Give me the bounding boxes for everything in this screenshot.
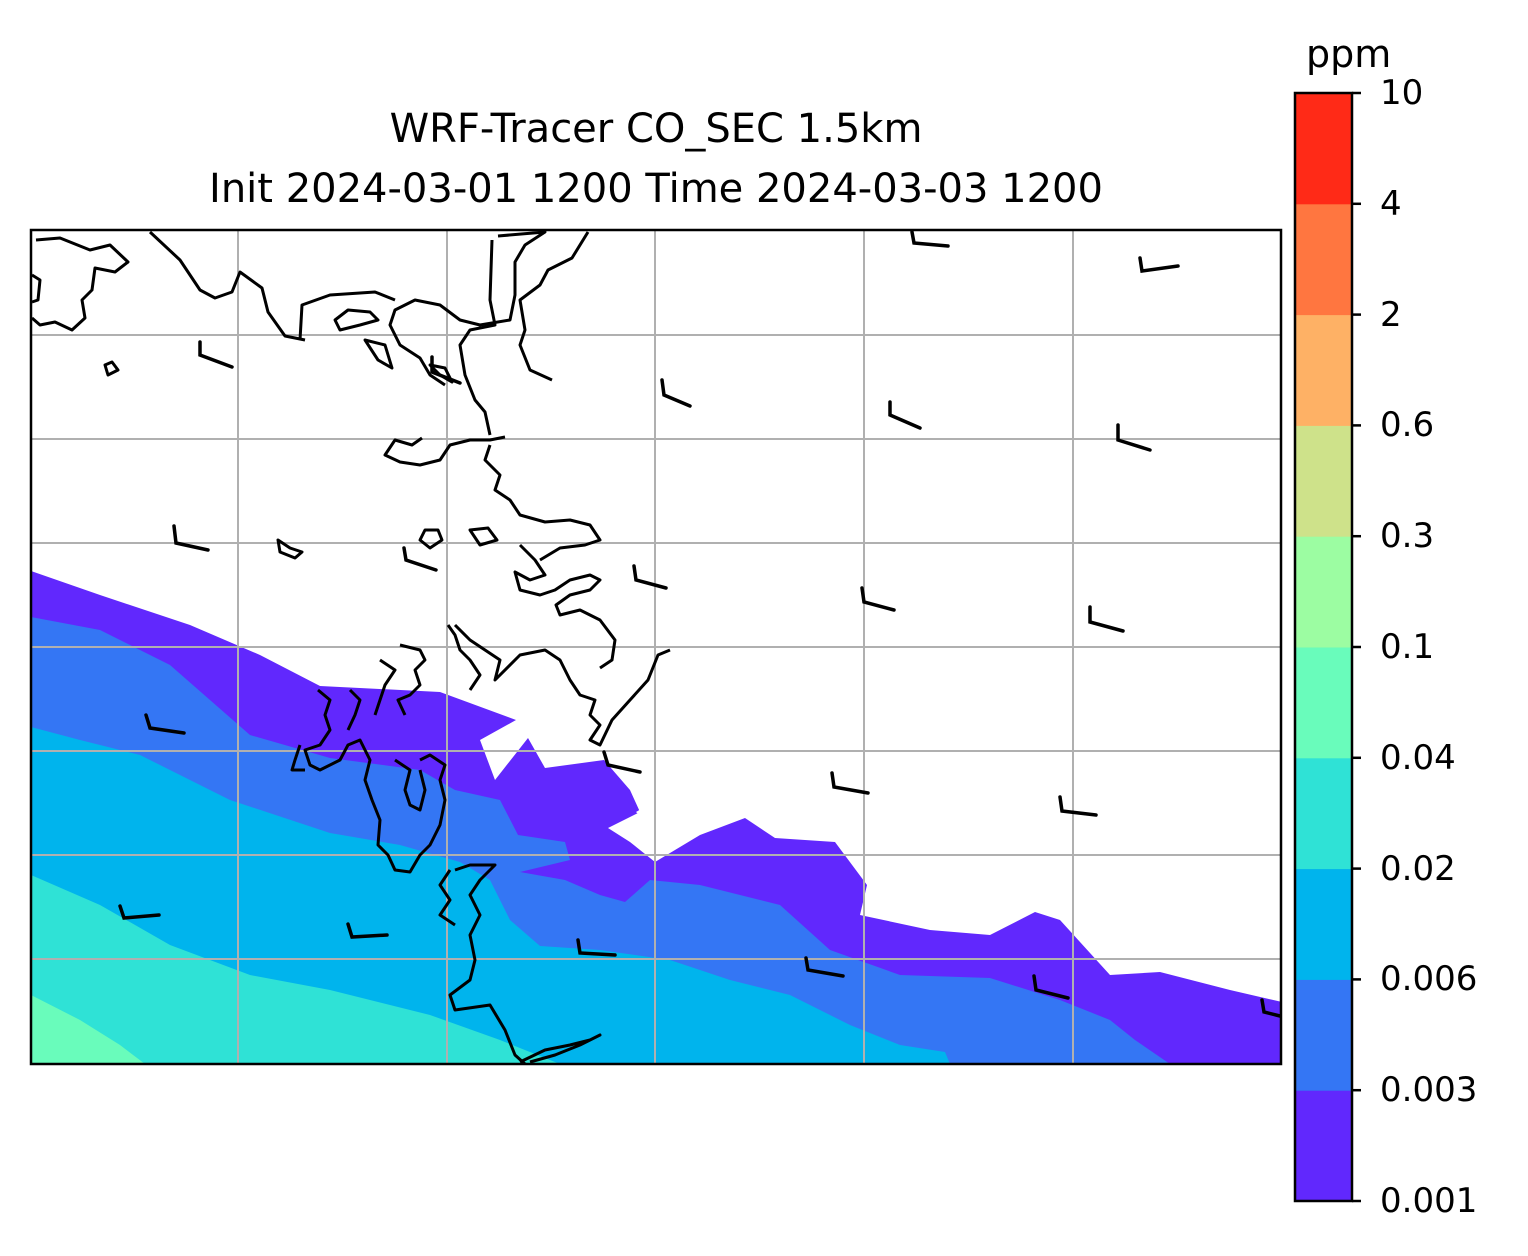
wind-barbs bbox=[118, 230, 1282, 1018]
chart-title: WRF-Tracer CO_SEC 1.5km bbox=[389, 106, 923, 152]
wind-barb bbox=[144, 713, 186, 735]
wind-barb bbox=[576, 938, 617, 957]
colorbar-tick-label: 4 bbox=[1380, 183, 1402, 224]
wind-barb bbox=[172, 524, 210, 552]
wind-barb bbox=[602, 750, 642, 774]
wind-barb bbox=[660, 378, 692, 408]
coastlines bbox=[31, 230, 671, 1064]
colorbar-segment bbox=[1295, 1090, 1352, 1202]
wind-barb bbox=[888, 400, 922, 430]
colorbar-tick-label: 0.3 bbox=[1380, 516, 1435, 557]
band-0.02-0.04 bbox=[31, 875, 560, 1064]
map-frame bbox=[29, 228, 1283, 1066]
colorbar-tick-label: 0.02 bbox=[1380, 848, 1456, 889]
wind-barb bbox=[402, 546, 438, 572]
wind-barb bbox=[1116, 423, 1152, 452]
colorbar-segment bbox=[1295, 203, 1352, 316]
colorbar-tick-label: 0.6 bbox=[1380, 405, 1435, 446]
colorbar-tick-label: 2 bbox=[1380, 294, 1402, 335]
wind-barb bbox=[804, 956, 845, 978]
colorbar-segment bbox=[1295, 93, 1352, 205]
colorbar bbox=[1295, 91, 1361, 1203]
wind-barb bbox=[346, 922, 389, 939]
colorbar-segment bbox=[1295, 979, 1352, 1091]
colorbar-tick-label: 0.003 bbox=[1380, 1070, 1478, 1111]
wind-barb bbox=[1058, 795, 1098, 817]
wind-barb bbox=[198, 340, 234, 369]
colorbar-segment bbox=[1295, 425, 1352, 537]
coastline-east-peninsula bbox=[303, 688, 447, 874]
wind-barb bbox=[118, 904, 161, 920]
concentration-fill bbox=[31, 571, 1281, 1064]
wind-barb bbox=[910, 230, 950, 248]
colorbar-frame bbox=[1293, 91, 1354, 1203]
colorbar-segment bbox=[1295, 536, 1352, 648]
colorbar-tick-label: 0.04 bbox=[1380, 737, 1456, 778]
wind-barb bbox=[830, 771, 870, 795]
colorbar-unit-label: ppm bbox=[1306, 32, 1392, 76]
wind-barb bbox=[430, 355, 462, 385]
chart-subtitle: Init 2024-03-01 1200 Time 2024-03-03 120… bbox=[209, 166, 1103, 212]
gridlines bbox=[31, 230, 1281, 1064]
colorbar-tick-label: 0.001 bbox=[1380, 1181, 1478, 1221]
colorbar-segment bbox=[1295, 757, 1352, 870]
colorbar-tick-label: 10 bbox=[1380, 73, 1424, 113]
wind-barb bbox=[632, 564, 668, 590]
colorbar-tick-label: 0.1 bbox=[1380, 627, 1435, 667]
colorbar-segment bbox=[1295, 314, 1352, 426]
band-0.04-0.1 bbox=[31, 995, 145, 1064]
colorbar-tick-label: 0.006 bbox=[1380, 959, 1478, 1000]
colorbar-segment bbox=[1295, 647, 1352, 759]
wind-barb bbox=[1032, 974, 1070, 1000]
wind-barb bbox=[860, 586, 896, 612]
colorbar-segment bbox=[1295, 868, 1352, 980]
wind-barb bbox=[1260, 998, 1282, 1018]
wind-barb bbox=[1088, 605, 1125, 633]
coastline-north bbox=[31, 236, 130, 332]
wind-barb bbox=[1138, 256, 1180, 273]
